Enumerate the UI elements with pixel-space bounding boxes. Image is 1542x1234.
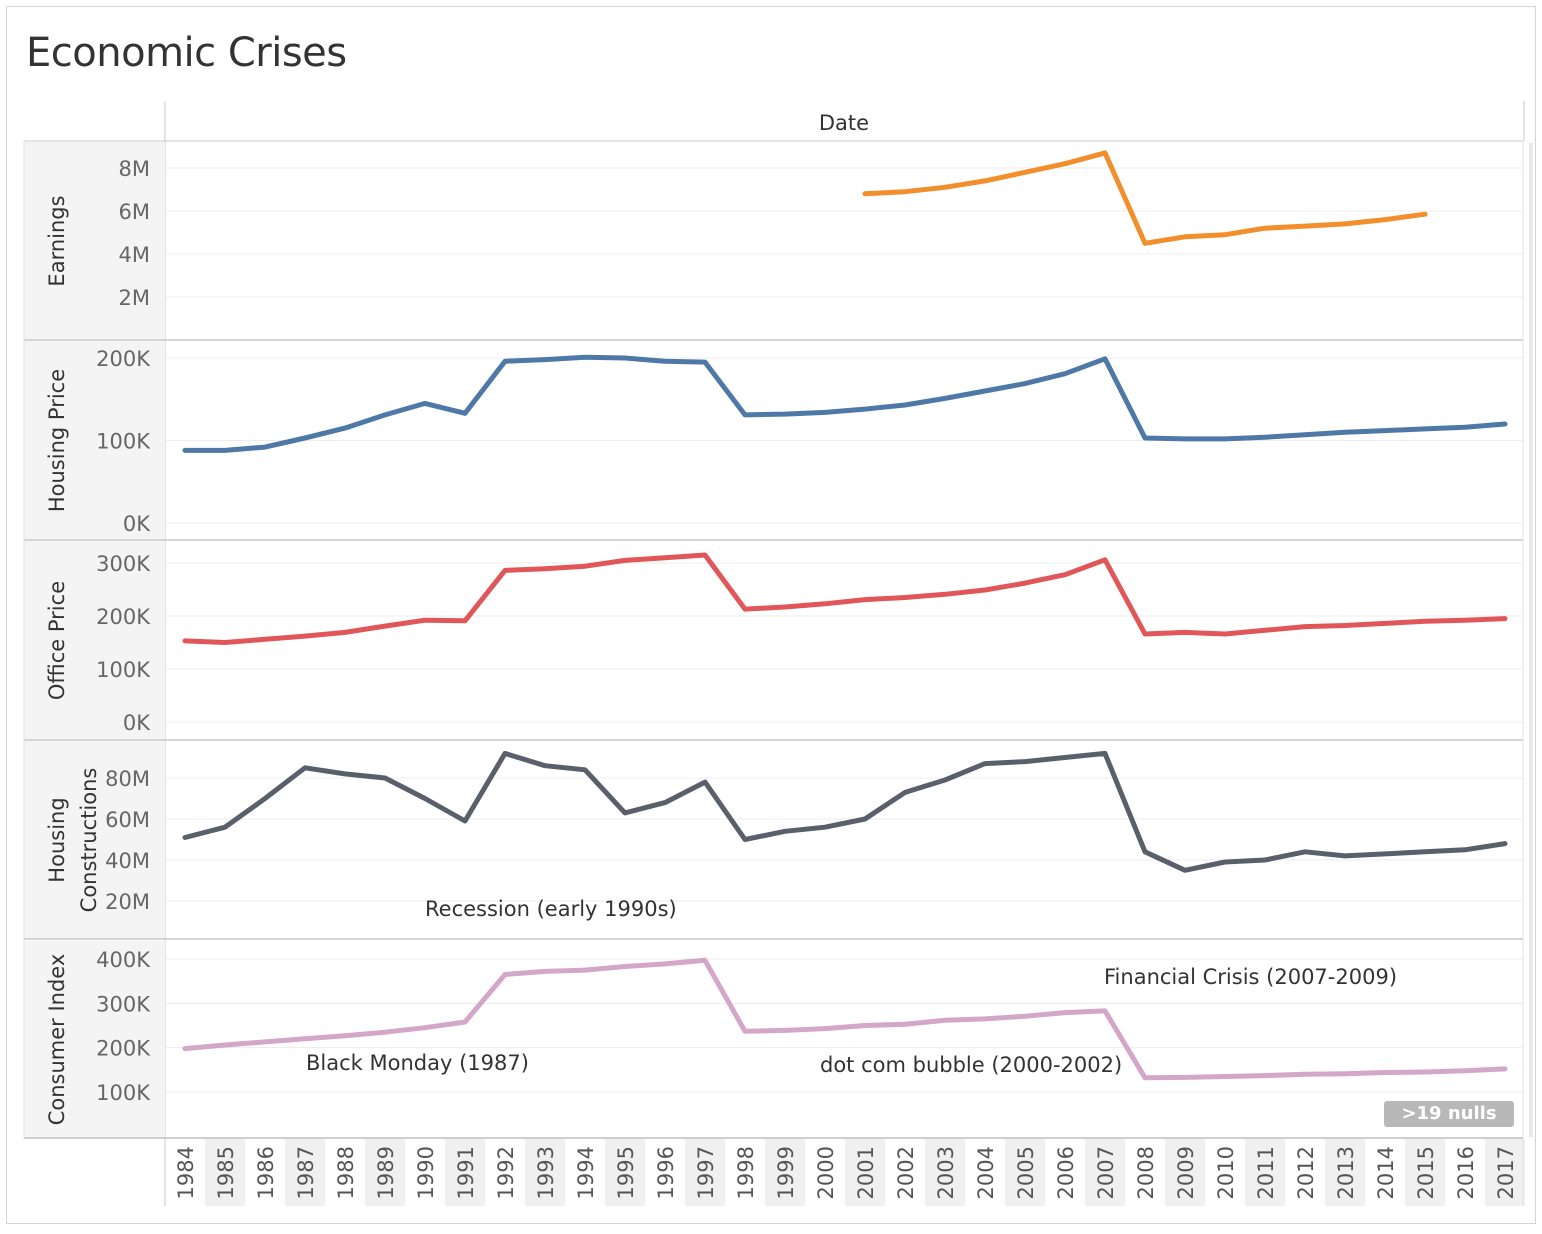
y-tick-label: 4M xyxy=(119,243,150,267)
y-tick-label: 2M xyxy=(119,286,150,310)
row-label: Housing Price xyxy=(45,369,69,512)
row-label: Earnings xyxy=(45,195,69,286)
row-header-bg xyxy=(24,541,165,740)
x-tick-label: 1986 xyxy=(254,1146,278,1199)
x-tick-label: 1999 xyxy=(774,1146,798,1199)
x-tick-label: 2005 xyxy=(1014,1146,1038,1199)
x-axis-band xyxy=(925,1139,965,1206)
x-tick-label: 1998 xyxy=(734,1146,758,1199)
x-axis-band xyxy=(685,1139,725,1206)
x-tick-label: 1990 xyxy=(414,1146,438,1199)
x-tick-label: 2004 xyxy=(974,1146,998,1199)
y-tick-label: 80M xyxy=(105,767,150,791)
x-tick-label: 1991 xyxy=(454,1146,478,1199)
y-tick-label: 100K xyxy=(96,430,151,454)
row-header-bg xyxy=(24,941,165,1138)
series-line-housing-constructions[interactable] xyxy=(182,750,1508,873)
chart-title: Economic Crises xyxy=(26,30,347,76)
x-axis-band xyxy=(845,1139,885,1206)
x-tick-label: 2000 xyxy=(814,1146,838,1199)
x-tick-label: 2013 xyxy=(1334,1146,1358,1199)
x-tick-label: 1996 xyxy=(654,1146,678,1199)
y-tick-label: 400K xyxy=(96,948,151,972)
y-tick-label: 60M xyxy=(105,808,150,832)
y-tick-label: 100K xyxy=(96,658,151,682)
column-header-bg xyxy=(165,101,1523,141)
annotation: dot com bubble (2000-2002) xyxy=(820,1053,1122,1077)
x-axis-band xyxy=(285,1139,325,1206)
x-axis-band xyxy=(1165,1139,1205,1206)
row-label: Consumer Index xyxy=(45,954,69,1126)
x-tick-label: 1985 xyxy=(214,1146,238,1199)
row-header-bg xyxy=(24,142,165,340)
y-tick-label: 300K xyxy=(96,552,151,576)
x-tick-label: 1984 xyxy=(174,1146,198,1199)
y-tick-label: 200K xyxy=(96,1037,151,1061)
x-tick-label: 1997 xyxy=(694,1146,718,1199)
null-indicator-badge[interactable]: >19 nulls xyxy=(1384,1101,1514,1127)
x-axis-band xyxy=(1085,1139,1125,1206)
y-tick-label: 200K xyxy=(96,347,151,371)
y-tick-label: 20M xyxy=(105,890,150,914)
x-axis-band xyxy=(765,1139,805,1206)
x-tick-label: 1988 xyxy=(334,1146,358,1199)
x-tick-label: 2008 xyxy=(1134,1146,1158,1199)
series-line-office-price[interactable] xyxy=(182,552,1508,645)
row-header-bg xyxy=(24,741,165,939)
column-header-date: Date xyxy=(819,111,869,135)
x-tick-label: 1993 xyxy=(534,1146,558,1199)
x-tick-label: 2016 xyxy=(1454,1146,1478,1199)
y-tick-label: 0K xyxy=(123,711,151,735)
x-axis-band xyxy=(605,1139,645,1206)
x-tick-label: 2001 xyxy=(854,1146,878,1199)
annotation: Black Monday (1987) xyxy=(306,1051,529,1075)
x-tick-label: 1994 xyxy=(574,1146,598,1199)
x-axis-band xyxy=(1405,1139,1445,1206)
x-tick-label: 2006 xyxy=(1054,1146,1078,1199)
x-tick-label: 2002 xyxy=(894,1146,918,1199)
row-label: Housing xyxy=(45,797,69,882)
annotation: Financial Crisis (2007-2009) xyxy=(1104,965,1397,989)
vertical-scrollbar[interactable] xyxy=(1529,143,1533,1137)
x-axis-band xyxy=(1245,1139,1285,1206)
x-tick-label: 2007 xyxy=(1094,1146,1118,1199)
x-tick-label: 2017 xyxy=(1494,1146,1518,1199)
x-tick-label: 2015 xyxy=(1414,1146,1438,1199)
series-line-housing-price[interactable] xyxy=(182,354,1508,453)
x-tick-label: 2003 xyxy=(934,1146,958,1199)
y-tick-label: 0K xyxy=(123,512,151,536)
x-tick-label: 2014 xyxy=(1374,1146,1398,1199)
y-tick-label: 100K xyxy=(96,1081,151,1105)
x-axis-band xyxy=(445,1139,485,1206)
x-tick-label: 1992 xyxy=(494,1146,518,1199)
x-tick-label: 2011 xyxy=(1254,1146,1278,1199)
x-tick-label: 1989 xyxy=(374,1146,398,1199)
y-tick-label: 200K xyxy=(96,605,151,629)
x-axis-band xyxy=(365,1139,405,1206)
dashboard-frame xyxy=(6,6,1536,1224)
annotation: Recession (early 1990s) xyxy=(425,897,677,921)
x-tick-label: 1987 xyxy=(294,1146,318,1199)
x-tick-label: 1995 xyxy=(614,1146,638,1199)
y-tick-label: 8M xyxy=(119,157,150,181)
x-axis-band xyxy=(525,1139,565,1206)
x-tick-label: 2009 xyxy=(1174,1146,1198,1199)
x-tick-label: 2012 xyxy=(1294,1146,1318,1199)
row-label: Constructions xyxy=(77,768,101,913)
x-axis-band xyxy=(1485,1139,1525,1206)
series-line-consumer-index[interactable] xyxy=(182,957,1508,1081)
y-tick-label: 40M xyxy=(105,849,150,873)
y-tick-label: 300K xyxy=(96,992,151,1016)
x-axis-band xyxy=(1325,1139,1365,1206)
x-axis-band xyxy=(205,1139,245,1206)
series-line-earnings[interactable] xyxy=(862,150,1428,246)
x-tick-label: 2010 xyxy=(1214,1146,1238,1199)
y-tick-label: 6M xyxy=(119,200,150,224)
row-header-bg xyxy=(24,341,165,540)
row-label: Office Price xyxy=(45,581,69,700)
x-axis-band xyxy=(1005,1139,1045,1206)
